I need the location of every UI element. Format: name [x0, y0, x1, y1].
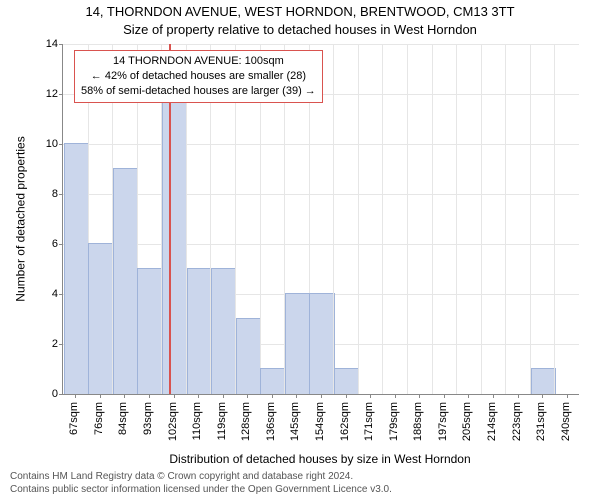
annotation-line: 14 THORNDON AVENUE: 100sqm: [81, 54, 316, 69]
chart-container: 14, THORNDON AVENUE, WEST HORNDON, BRENT…: [0, 0, 600, 500]
x-tick-label: 128sqm: [240, 402, 252, 441]
bar: [162, 68, 187, 394]
x-tick-label: 240sqm: [560, 402, 572, 441]
footer-line2: Contains public sector information licen…: [10, 484, 392, 497]
footer-line1: Contains HM Land Registry data © Crown c…: [10, 471, 392, 484]
footer-attribution: Contains HM Land Registry data © Crown c…: [10, 471, 392, 496]
x-tick-label: 76sqm: [93, 402, 105, 435]
x-tick-label: 145sqm: [289, 402, 301, 441]
x-tick-label: 214sqm: [486, 402, 498, 441]
x-tick-label: 205sqm: [461, 402, 473, 441]
bar: [334, 368, 359, 394]
bar: [236, 318, 261, 394]
x-tick-label: 188sqm: [412, 402, 424, 441]
bar: [260, 368, 285, 394]
y-tick-label: 4: [28, 288, 58, 300]
bar: [285, 293, 310, 394]
x-tick-label: 119sqm: [216, 402, 228, 440]
x-tick-label: 102sqm: [167, 402, 179, 441]
x-tick-label: 179sqm: [388, 402, 400, 441]
bar: [531, 368, 556, 394]
x-tick-label: 223sqm: [511, 402, 523, 441]
x-tick-label: 110sqm: [191, 402, 203, 440]
y-tick-label: 8: [28, 188, 58, 200]
x-tick-label: 93sqm: [142, 402, 154, 435]
chart-title: 14, THORNDON AVENUE, WEST HORNDON, BRENT…: [0, 4, 600, 19]
x-tick-label: 162sqm: [339, 402, 351, 441]
chart-subtitle: Size of property relative to detached ho…: [0, 22, 600, 37]
x-tick-label: 231sqm: [535, 402, 547, 441]
y-tick-label: 14: [28, 38, 58, 50]
y-tick-label: 2: [28, 338, 58, 350]
y-tick-label: 12: [28, 88, 58, 100]
y-tick-label: 0: [28, 388, 58, 400]
bar: [137, 268, 162, 394]
x-tick-label: 171sqm: [363, 402, 375, 441]
bar: [309, 293, 334, 394]
annotation-box: 14 THORNDON AVENUE: 100sqm← 42% of detac…: [74, 50, 323, 103]
x-tick-label: 197sqm: [437, 402, 449, 441]
annotation-line: ← 42% of detached houses are smaller (28…: [81, 69, 316, 84]
bar: [113, 168, 138, 394]
bar: [88, 243, 113, 394]
y-tick-label: 10: [28, 138, 58, 150]
x-tick-label: 67sqm: [68, 402, 80, 435]
bar: [64, 143, 89, 394]
y-tick-label: 6: [28, 238, 58, 250]
x-axis-label: Distribution of detached houses by size …: [62, 452, 578, 466]
y-axis-label: Number of detached properties: [14, 44, 28, 394]
x-tick-label: 136sqm: [265, 402, 277, 441]
x-tick-label: 154sqm: [314, 402, 326, 441]
annotation-line: 58% of semi-detached houses are larger (…: [81, 84, 316, 99]
bar: [211, 268, 236, 394]
bar: [187, 268, 212, 394]
x-tick-label: 84sqm: [117, 402, 129, 435]
